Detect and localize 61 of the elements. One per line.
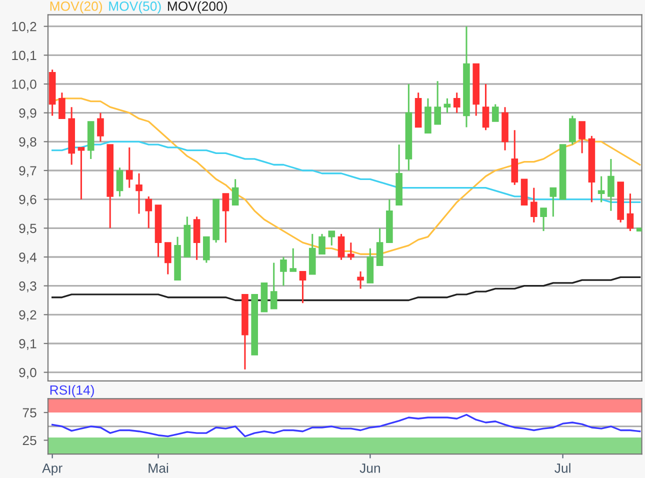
candlestick (376, 227, 384, 266)
y-tick-label: 10,2 (12, 22, 36, 33)
candlestick (136, 172, 142, 215)
y-tick-label: 75 (22, 408, 36, 418)
candlestick (193, 216, 200, 261)
y-tick-label: 9,2 (19, 310, 36, 322)
y-tick-label: 10,1 (12, 50, 36, 62)
x-tick-label: Mai (148, 463, 168, 473)
y-tick-label: 10,0 (12, 80, 36, 90)
y-tick-label: 9,8 (19, 137, 36, 148)
y-tick-label: 9,4 (19, 252, 36, 264)
line-series (51, 414, 641, 438)
candlestick (444, 98, 451, 114)
candlestick (290, 248, 297, 272)
candlestick (578, 120, 586, 154)
line-series (51, 140, 641, 204)
candlestick (299, 270, 306, 304)
candlestick (222, 192, 230, 244)
candlestick (328, 230, 336, 246)
candlestick (569, 114, 576, 146)
candlestick (318, 233, 326, 255)
candlestick (540, 207, 547, 232)
x-tick-label: Jun (360, 464, 380, 473)
text: MOV(20) (50, 1, 102, 14)
candlestick (203, 236, 210, 264)
y-tick-label: 9,0 (19, 368, 36, 379)
y-tick-label: 25 (22, 436, 36, 446)
candlestick (145, 196, 152, 229)
candlestick (492, 103, 499, 122)
candlestick (338, 233, 345, 261)
y-tick-label: 9,6 (19, 194, 36, 206)
y-tick-label: 9,5 (19, 224, 36, 235)
text: RSI(14) (50, 385, 94, 398)
candlestick (347, 242, 354, 261)
y-tick-label: 9,7 (19, 166, 36, 177)
candlestick (280, 256, 287, 287)
x-tick-label: Jul (554, 463, 570, 473)
candlestick (116, 166, 124, 198)
candlestick (550, 187, 557, 218)
y-tick-label: 9,9 (19, 108, 36, 120)
candlestick (78, 146, 85, 200)
candlestick (453, 92, 460, 114)
y-tick-label: 9,3 (19, 281, 36, 292)
candlestick (97, 112, 104, 142)
candlestick (270, 262, 278, 310)
candlestick (511, 129, 518, 186)
text: MOV(50) (109, 1, 161, 14)
candlestick (232, 178, 239, 206)
candlestick (164, 242, 172, 276)
text: MOV(200) (168, 1, 227, 14)
candlestick (58, 92, 66, 120)
candlestick (598, 176, 605, 203)
candlestick (126, 146, 133, 189)
y-tick-label: 9,1 (19, 339, 36, 350)
x-tick-label: Apr (42, 464, 62, 476)
candlestick (357, 270, 364, 290)
candlestick (530, 187, 538, 224)
candlestick (608, 158, 614, 212)
candlestick (626, 192, 634, 232)
candlestick (434, 80, 441, 126)
candlestick (482, 83, 490, 131)
